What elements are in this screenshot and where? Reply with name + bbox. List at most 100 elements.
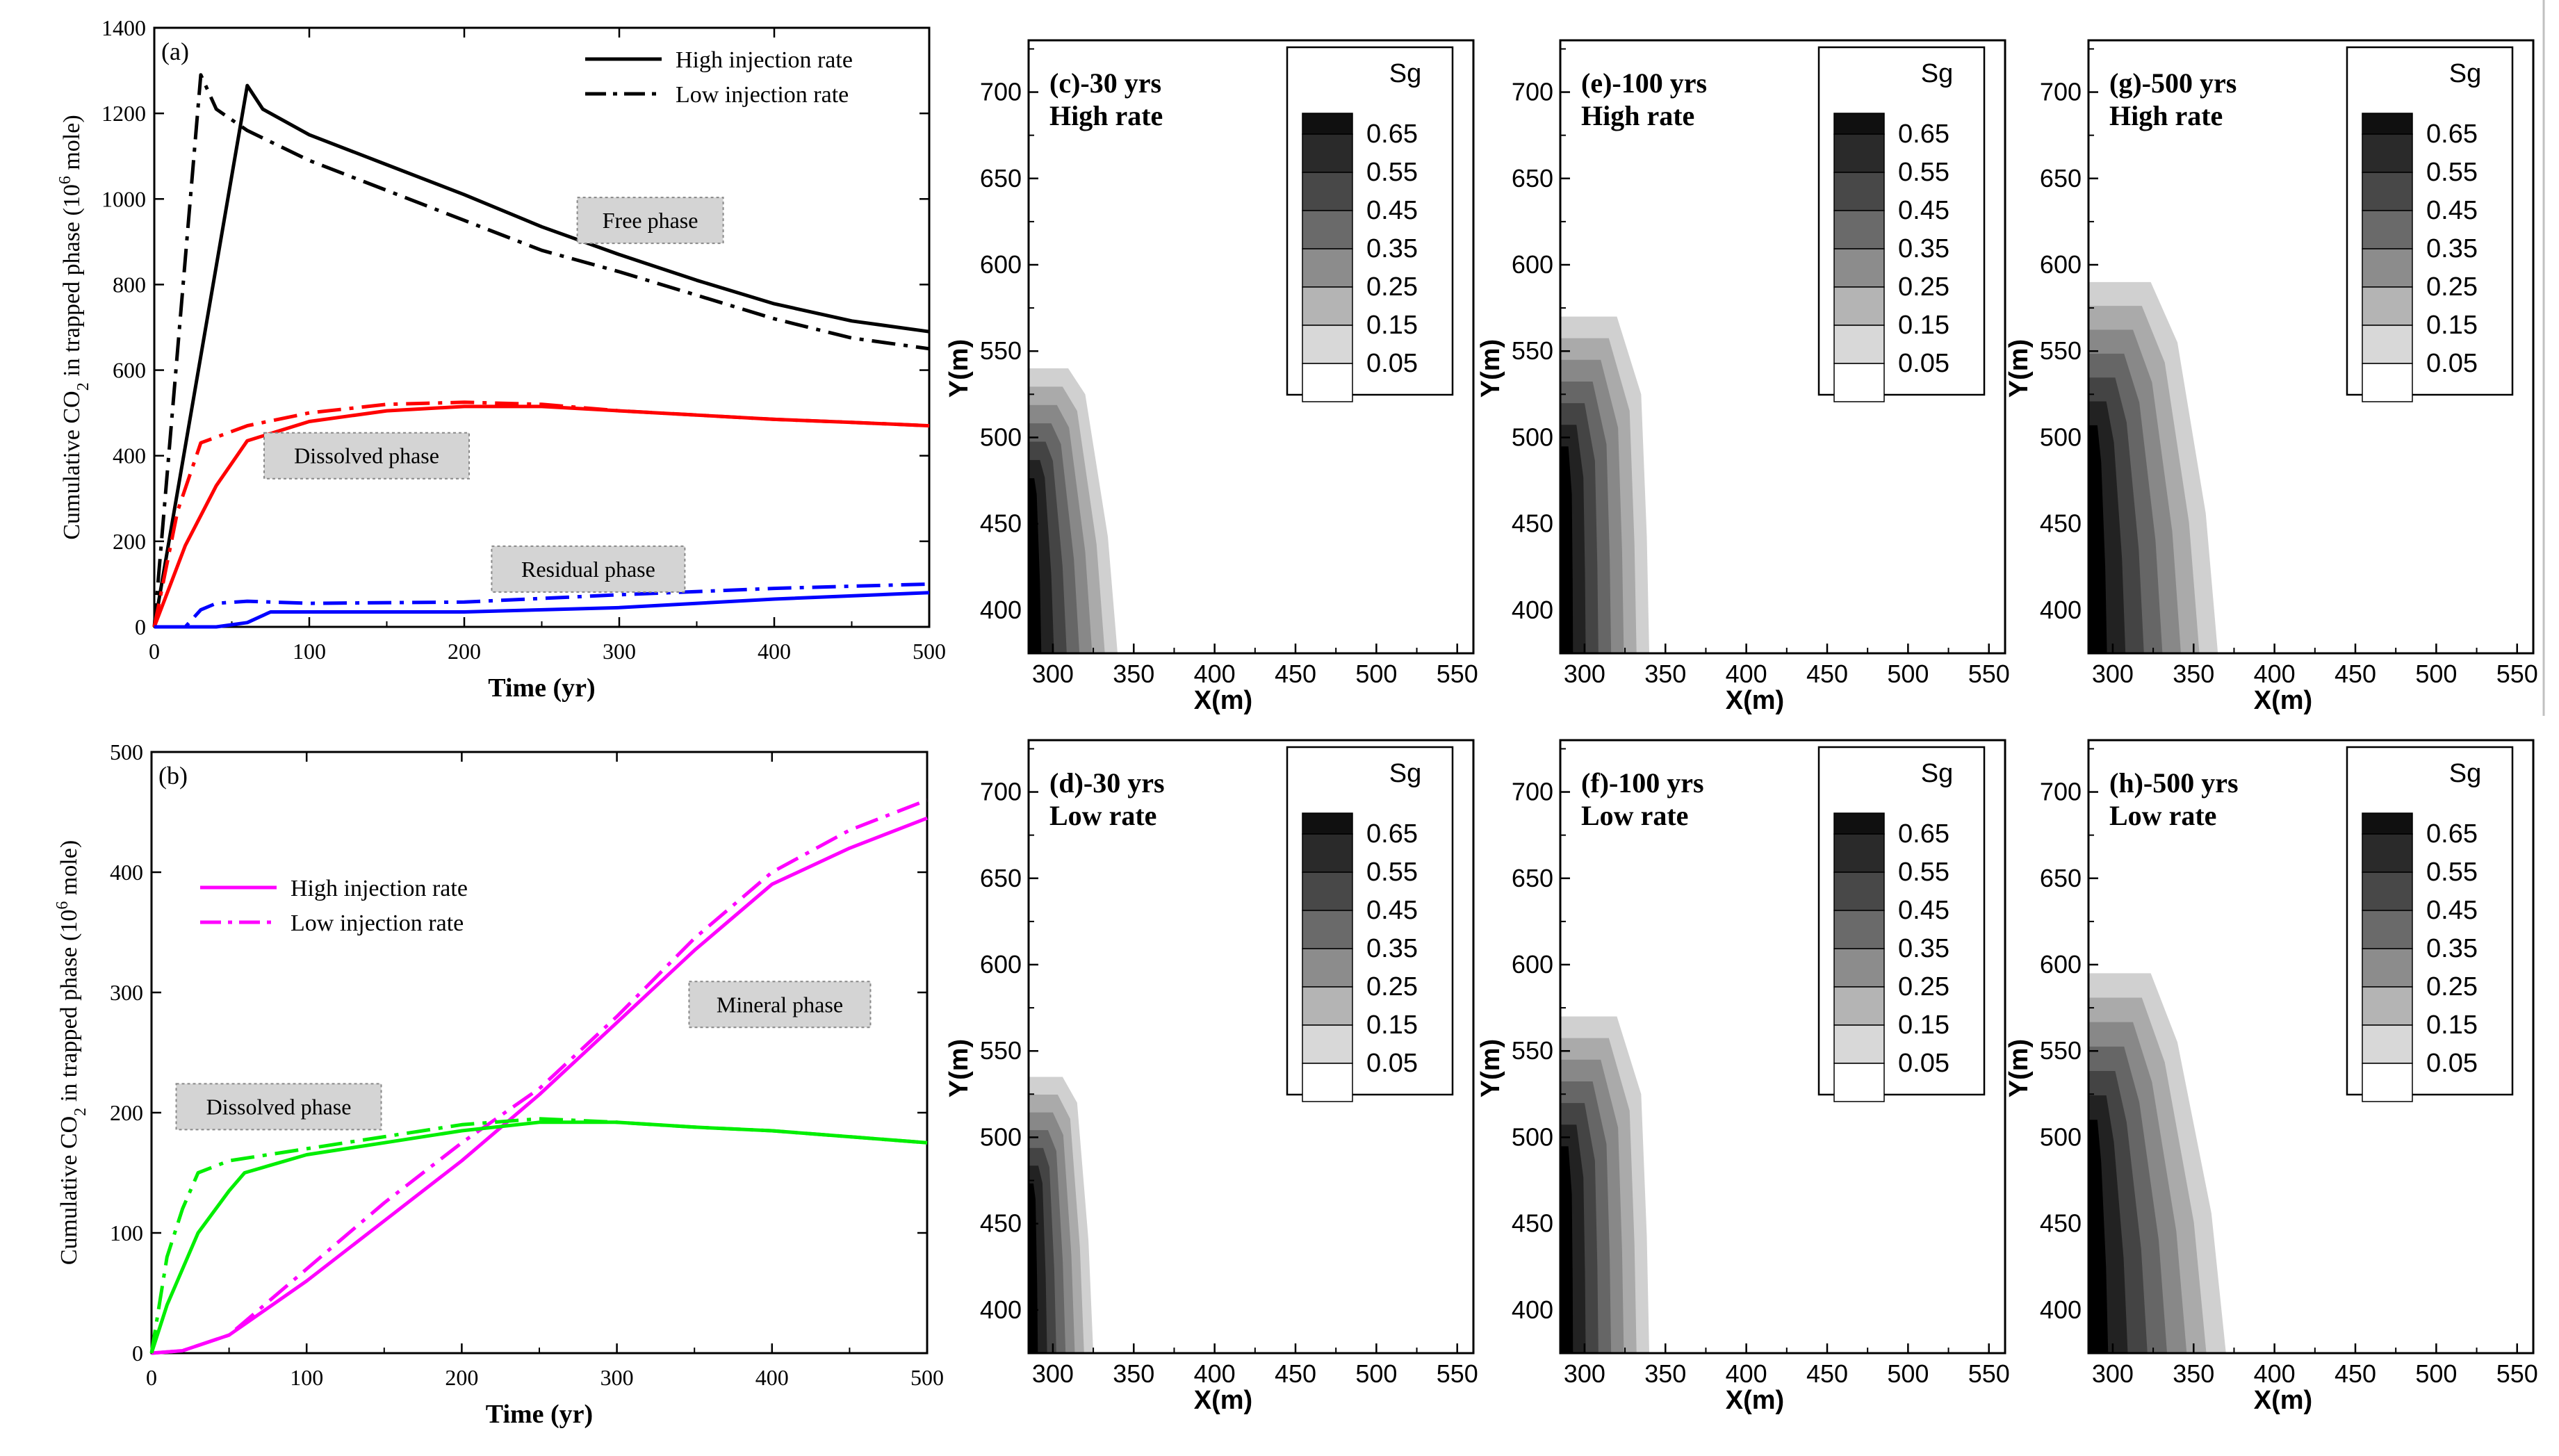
legend-level-label: 0.45 — [2426, 896, 2478, 925]
y-axis-label: Cumulative CO2 in trapped phase (106 mol… — [56, 115, 92, 539]
x-tick-label: 350 — [1644, 1359, 1686, 1388]
legend-level-label: 0.15 — [2426, 311, 2478, 340]
y-tick-label: 550 — [1512, 1036, 1553, 1065]
x-axis-label: X(m) — [1194, 686, 1252, 715]
x-tick-label: 450 — [1275, 1359, 1316, 1388]
legend-swatch — [1833, 113, 1885, 135]
legend-level-label: 0.65 — [1898, 819, 1949, 849]
y-tick-label: 550 — [1512, 336, 1553, 365]
x-tick-label: 450 — [1275, 660, 1316, 688]
annotation-label: Dissolved phase — [206, 1094, 352, 1119]
legend-swatch — [1302, 833, 1353, 873]
legend-swatch — [2362, 325, 2413, 364]
x-tick-label: 500 — [2415, 1359, 2457, 1388]
legend-swatch — [1302, 986, 1353, 1026]
x-tick-label: 300 — [2092, 1359, 2134, 1388]
legend-swatch — [1302, 113, 1353, 135]
legend-swatch — [1302, 325, 1353, 364]
x-tick-label: 400 — [1194, 660, 1236, 688]
legend-swatch — [2362, 210, 2413, 250]
legend-level-label: 0.05 — [1898, 349, 1949, 378]
legend-swatch — [1302, 172, 1353, 211]
y-label-sub: 2 — [74, 382, 92, 391]
panel-label: (b) — [158, 762, 188, 790]
y-axis-label: Cumulative CO2 in trapped phase (106 mol… — [54, 840, 90, 1265]
legend-title: Sg — [1389, 59, 1421, 88]
y-tick-label: 500 — [1512, 1122, 1553, 1151]
panel-title-line1: (c)-30 yrs — [1049, 67, 1161, 99]
y-axis-label: Y(m) — [945, 1039, 974, 1097]
legend-swatch — [1833, 363, 1885, 402]
y-axis-label: Y(m) — [2004, 1039, 2034, 1097]
panel-title-line2: High rate — [2109, 100, 2223, 131]
x-tick-label: 300 — [600, 1365, 634, 1390]
panel-h-contour: 300 350 400 450 500 550 400 450 500 550 600 650 700 X… — [2004, 739, 2538, 1415]
x-tick-label: 300 — [1564, 660, 1605, 688]
legend-level-label: 0.35 — [1898, 934, 1949, 963]
legend-level-label: 0.15 — [2426, 1011, 2478, 1040]
y-axis-label: Y(m) — [2004, 339, 2034, 398]
x-tick-label: 100 — [290, 1365, 323, 1390]
y-tick-label: 450 — [1512, 1209, 1553, 1238]
y-label-part: in trapped phase (10 — [56, 910, 82, 1108]
legend-level-label: 0.25 — [1366, 972, 1418, 1001]
y-tick-label: 500 — [980, 1122, 1022, 1151]
legend-swatch — [2362, 1024, 2413, 1064]
legend-level-label: 0.25 — [1898, 972, 1949, 1001]
legend-level-label: 0.45 — [1898, 196, 1949, 225]
y-tick-label: 200 — [110, 1100, 143, 1125]
legend-swatch — [1302, 910, 1353, 949]
legend-label: High injection rate — [676, 47, 853, 73]
legend-level-label: 0.25 — [2426, 272, 2478, 302]
legend-label: Low injection rate — [291, 910, 464, 936]
y-tick-label: 550 — [980, 1036, 1022, 1065]
legend-swatch — [2362, 1063, 2413, 1102]
x-tick-label: 550 — [2496, 660, 2538, 688]
y-tick-label: 600 — [980, 950, 1022, 979]
x-tick-label: 500 — [1887, 660, 1929, 688]
y-tick-label: 600 — [2040, 950, 2082, 979]
legend-level-label: 0.65 — [2426, 819, 2478, 849]
y-tick-label: 0 — [132, 1341, 143, 1366]
legend-swatch — [1302, 133, 1353, 173]
x-tick-label: 200 — [448, 639, 481, 664]
legend-swatch — [1302, 1024, 1353, 1064]
y-tick-label: 450 — [2040, 509, 2082, 538]
series-line-6 — [154, 582, 930, 629]
panel-title-line1: (h)-500 yrs — [2109, 767, 2239, 799]
y-label-part: mole) — [59, 115, 85, 176]
plot-frame — [1027, 39, 1475, 655]
x-tick-label: 0 — [146, 1365, 157, 1390]
x-tick-label: 450 — [2335, 1359, 2376, 1388]
x-tick-label: 350 — [2173, 1359, 2214, 1388]
legend-level-label: 0.05 — [1366, 349, 1418, 378]
legend-swatch — [2362, 172, 2413, 211]
legend-swatch — [1833, 812, 1885, 835]
x-tick-label: 500 — [913, 639, 946, 664]
y-tick-label: 600 — [1512, 950, 1553, 979]
x-tick-label: 500 — [1355, 660, 1397, 688]
legend-swatch — [2362, 872, 2413, 911]
y-tick-label: 800 — [113, 272, 146, 297]
legend-swatch — [1833, 948, 1885, 988]
legend-level-label: 0.15 — [1898, 1011, 1949, 1040]
y-tick-label: 650 — [980, 164, 1022, 193]
panel-title-line2: Low rate — [2109, 800, 2216, 831]
legend-level-label: 0.55 — [1898, 858, 1949, 887]
x-axis-label: X(m) — [1194, 1386, 1252, 1415]
legend-level-label: 0.45 — [1366, 896, 1418, 925]
x-tick-label: 500 — [1355, 1359, 1397, 1388]
y-tick-label: 500 — [2040, 423, 2082, 451]
legend-label: Low injection rate — [676, 82, 849, 108]
annotation-label: Free phase — [603, 208, 698, 233]
plot-frame — [1559, 739, 2006, 1355]
x-tick-label: 400 — [1726, 660, 1767, 688]
sg-contour-band-1 — [2088, 1120, 2109, 1353]
legend-level-label: 0.65 — [1898, 120, 1949, 149]
sg-contour-band-1 — [1560, 446, 1573, 653]
legend-level-label: 0.15 — [1366, 1011, 1418, 1040]
legend-swatch — [2362, 248, 2413, 288]
legend-level-label: 0.05 — [2426, 1049, 2478, 1078]
legend-swatch — [1833, 248, 1885, 288]
panel-b-line-chart: 0 100 200 300 400 500 0 100 200 300 400 500 Time (yr… — [54, 739, 944, 1429]
